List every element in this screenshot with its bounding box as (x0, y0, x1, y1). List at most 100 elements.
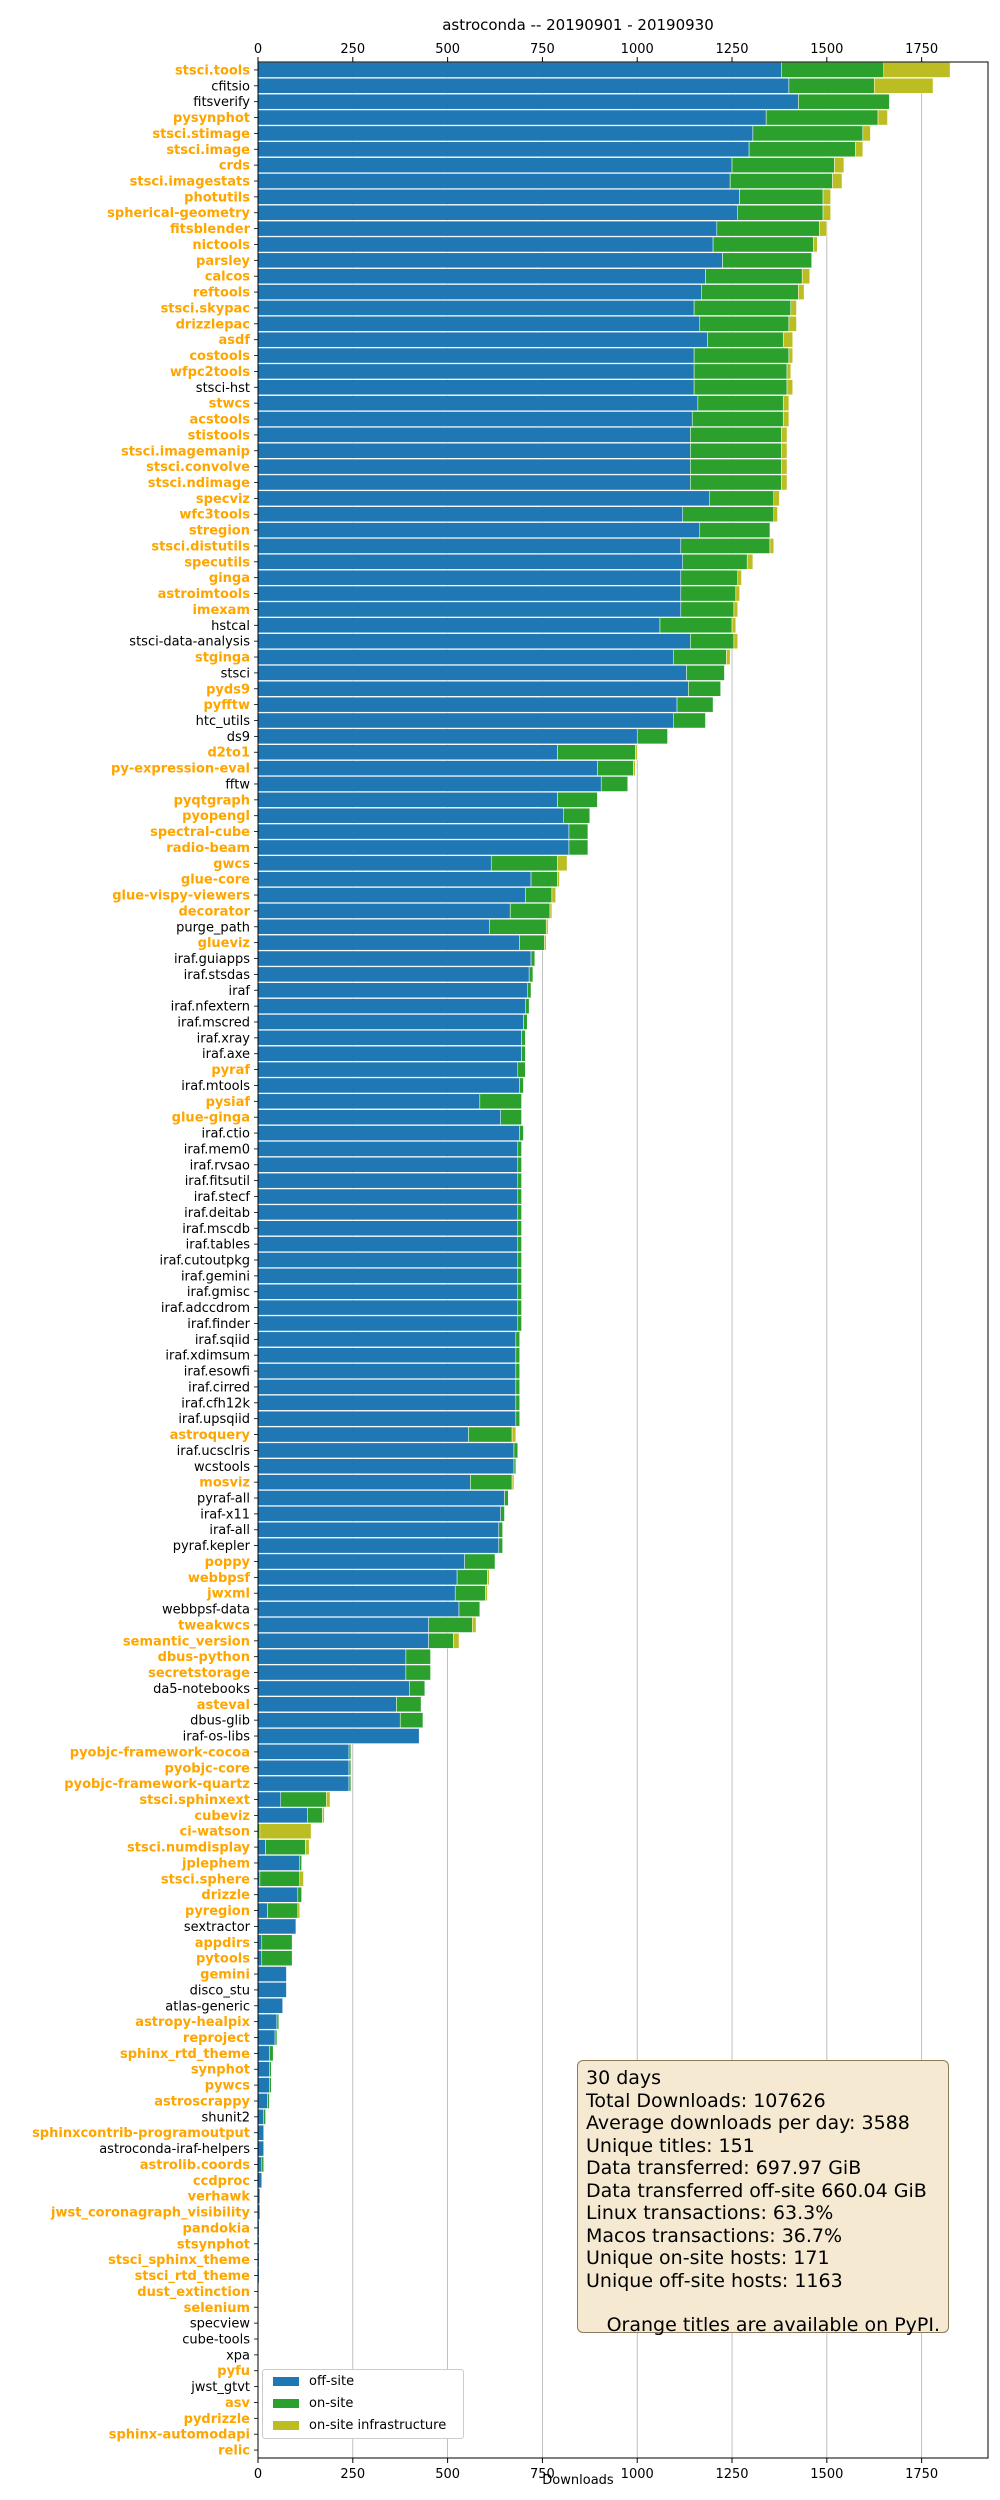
bar-on-radio-beam (568, 839, 589, 856)
bar-on-calcos (705, 268, 803, 284)
category-label: stsci_rtd_theme (135, 2269, 251, 2284)
bar-off-stistools (257, 427, 691, 443)
bar-off-pyqtgraph (257, 792, 558, 808)
category-label: relic (218, 2444, 250, 2459)
bar-off-stsci.distutils (257, 538, 682, 554)
category-label: sphinx-automodapi (109, 2428, 250, 2443)
bar-on-iraf.esowfi (515, 1363, 520, 1379)
bar-on-nictools (712, 236, 814, 253)
category-label: cube-tools (182, 2332, 250, 2347)
category-label: pyds9 (206, 682, 250, 697)
bar-off-stsci.skypac (257, 300, 695, 316)
bar-infra-reftools (798, 284, 805, 300)
category-label: cfitsio (211, 79, 250, 94)
bar-infra-stsci.imagestats (832, 173, 843, 189)
bar-on-stsci.imagestats (729, 173, 833, 189)
x-tick-label-top: 0 (254, 42, 262, 57)
bar-on-iraf.xray (521, 1030, 526, 1046)
bar-off-pyds9 (257, 680, 689, 697)
bar-off-d2to1 (257, 744, 558, 761)
category-label: iraf.guiapps (174, 952, 250, 967)
bar-off-specutils (257, 554, 683, 570)
bar-on-drizzle (297, 1886, 302, 1903)
bar-infra-cubeviz (322, 1807, 325, 1824)
summary-data-offsite: Data transferred off-site 660.04 GiB (586, 2179, 927, 2202)
category-label: wcstools (194, 1460, 250, 1475)
category-label: stsci.image (166, 143, 250, 158)
bar-off-gwcs (257, 855, 492, 872)
bar-off-parsley (257, 252, 723, 269)
x-tick-label-bottom: 1250 (715, 2467, 748, 2482)
bar-off-iraf.tables (257, 1236, 519, 1252)
category-label: pyopengl (182, 809, 250, 824)
bar-off-pyobjc-framework-quartz (257, 1775, 350, 1792)
bar-off-iraf.stecf (257, 1188, 519, 1205)
bar-off-iraf.ucsclris (257, 1442, 515, 1459)
category-label: glue-ginga (172, 1111, 250, 1126)
category-label: astroconda-iraf-helpers (99, 2142, 250, 2157)
category-label: ccdproc (193, 2174, 250, 2189)
summary-data-transferred: Data transferred: 697.97 GiB (586, 2157, 862, 2179)
bar-on-pysiaf (479, 1093, 522, 1110)
category-label: cubeviz (194, 1809, 250, 1824)
bar-on-stsci (686, 665, 725, 681)
bar-off-radio-beam (257, 839, 570, 856)
category-label: drizzle (201, 1888, 250, 1903)
bar-infra-ginga (737, 569, 742, 586)
bar-on-asdf (707, 331, 784, 348)
bar-off-stsci.sphinxext (257, 1791, 282, 1808)
bar-off-ccdproc (257, 2172, 263, 2189)
category-label: atlas-generic (165, 1999, 250, 2014)
category-label: hstcal (211, 619, 250, 634)
bar-infra-fitsblender (818, 220, 828, 237)
bar-on-iraf.ctio (519, 1125, 524, 1141)
bar-off-iraf.finder (257, 1315, 519, 1332)
bar-on-glue-core (530, 871, 558, 887)
bar-off-iraf.sqiid (257, 1331, 517, 1348)
bar-on-tweakwcs (428, 1617, 473, 1633)
bar-on-iraf.sqiid (515, 1331, 520, 1348)
bar-on-pyds9 (688, 680, 721, 697)
bar-on-costools (693, 347, 790, 364)
bar-infra-specviz (773, 490, 780, 507)
category-label: iraf.esowfi (184, 1365, 250, 1380)
legend-label-off-site: off-site (309, 2374, 355, 2389)
category-label: stsci.stimage (152, 127, 250, 142)
category-label: stsci-hst (196, 381, 250, 396)
y-axis-labels: stsci.toolscfitsiofitsverifypysynphotsts… (32, 63, 251, 2458)
bar-off-iraf.cirred (257, 1379, 517, 1395)
bar-on-iraf.fitsutil (517, 1172, 522, 1189)
bar-on-spherical-geometry (737, 204, 824, 221)
x-tick-label-top: 750 (530, 42, 555, 57)
bar-off-iraf.gmisc (257, 1283, 519, 1300)
bar-off-tweakwcs (257, 1617, 429, 1633)
bar-on-iraf.ucsclris (513, 1442, 519, 1459)
category-label: stsci.ndimage (148, 476, 250, 491)
bar-off-glue-vispy-viewers (257, 887, 526, 903)
category-label: iraf.deitab (184, 1206, 250, 1221)
category-label: stsynphot (177, 2237, 250, 2252)
bar-off-iraf (257, 982, 528, 999)
bar-off-py-expression-eval (257, 760, 598, 776)
bar-off-iraf.mem0 (257, 1141, 519, 1157)
bar-infra-webbpsf (487, 1569, 490, 1586)
category-label: stsci.distutils (151, 539, 250, 554)
category-label: iraf-all (209, 1523, 250, 1538)
bar-off-iraf.nfextern (257, 998, 526, 1014)
bar-on-iraf.adccdrom (517, 1299, 522, 1316)
category-label: ds9 (227, 730, 250, 745)
category-label: nictools (192, 238, 250, 253)
bar-off-photutils (257, 189, 740, 205)
bar-infra-glue-core (557, 871, 560, 887)
category-label: semantic_version (123, 1634, 250, 1649)
x-tick-label-top: 1000 (621, 42, 654, 57)
category-label: pyraf-all (197, 1492, 250, 1507)
bar-off-fitsblender (257, 220, 718, 237)
bar-on-cfitsio (788, 78, 875, 94)
bar-on-specviz (709, 490, 774, 507)
category-label: iraf.fitsutil (185, 1174, 250, 1189)
bar-off-fitsverify (257, 93, 799, 110)
bar-infra-tweakwcs (472, 1617, 477, 1633)
bar-on-stwcs (697, 395, 784, 411)
bar-off-purge_path (257, 918, 490, 935)
